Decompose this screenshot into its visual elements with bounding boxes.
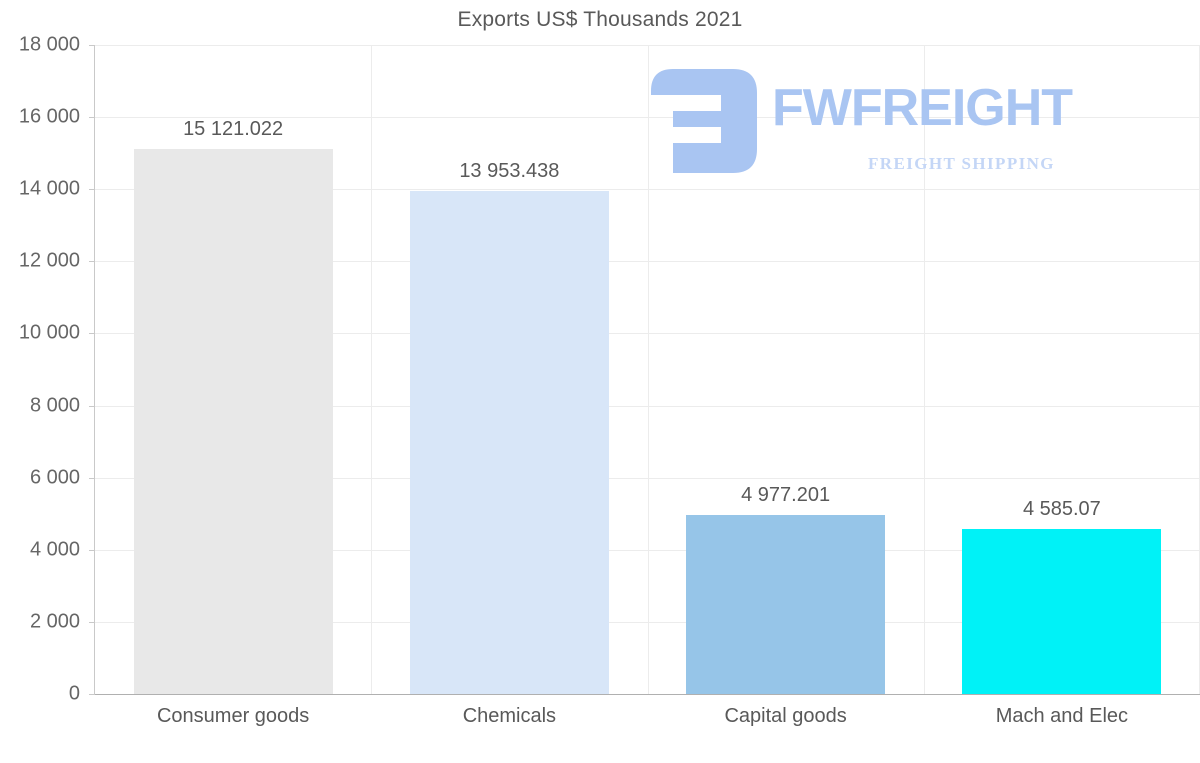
y-axis-tick-label: 12 000 (18, 249, 80, 272)
bar[interactable] (409, 190, 609, 694)
gridline-horizontal (95, 477, 1200, 479)
y-axis-tick-label: 14 000 (18, 177, 80, 200)
bar-value-label: 4 977.201 (741, 483, 831, 506)
gridline-horizontal (95, 333, 1200, 335)
y-axis-tick-label: 0 (68, 682, 80, 705)
y-axis-tick-label: 4 000 (29, 538, 80, 561)
gridline-horizontal (95, 45, 1200, 46)
gridline-horizontal (95, 117, 1200, 119)
bar[interactable] (962, 528, 1162, 694)
gridline-horizontal (95, 549, 1200, 551)
chart-title: Exports US$ Thousands 2021 (457, 8, 743, 31)
y-axis-tick-label: 18 000 (18, 33, 80, 56)
x-axis-category-label: Capital goods (724, 705, 847, 727)
bar-value-label: 4 585.07 (1022, 497, 1101, 520)
x-axis-category-label: Mach and Elec (995, 705, 1129, 727)
bar-value-label: 13 953.438 (459, 159, 560, 182)
x-axis-category-label: Chemicals (462, 705, 557, 727)
bar[interactable] (686, 514, 886, 694)
y-axis-line (94, 45, 95, 694)
y-axis-tick-label: 8 000 (29, 394, 80, 417)
x-axis-line (95, 694, 1200, 695)
y-axis-tick-label: 16 000 (18, 105, 80, 128)
gridline-horizontal (95, 189, 1200, 191)
plot-area: 15 121.022 13 953.438 4 977.201 4 585.07 (94, 45, 1200, 695)
gridline-horizontal (95, 621, 1200, 623)
bar[interactable] (133, 148, 333, 694)
gridline-vertical (924, 45, 925, 694)
gridline-vertical (371, 45, 372, 694)
gridline-horizontal (95, 405, 1200, 407)
y-axis-tick-label: 2 000 (29, 610, 80, 633)
bar-value-label: 15 121.022 (183, 117, 284, 140)
gridline-horizontal (95, 261, 1200, 263)
x-axis-category-label: Consumer goods (156, 705, 310, 727)
y-axis-tick-label: 6 000 (29, 466, 80, 489)
gridline-vertical (648, 45, 649, 694)
y-axis-tick-label: 10 000 (18, 321, 80, 344)
